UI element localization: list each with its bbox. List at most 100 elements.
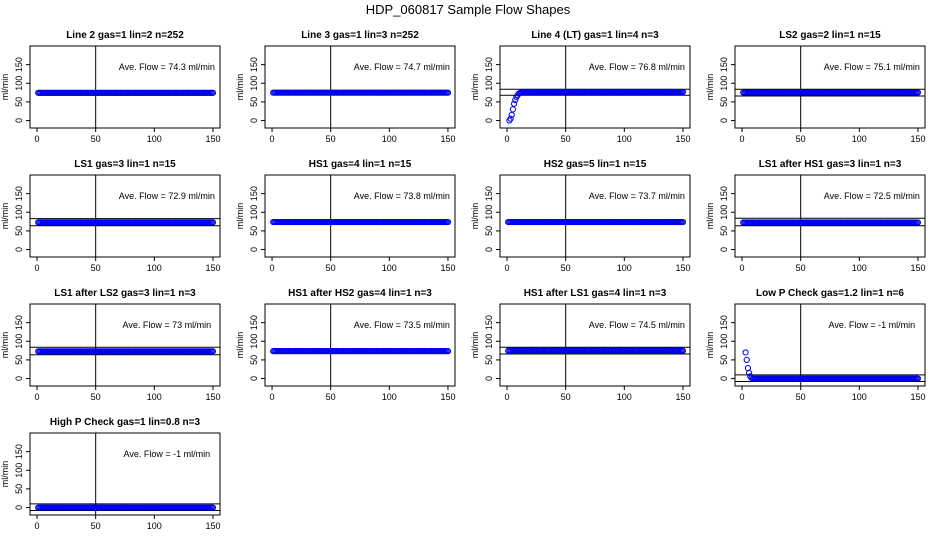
plot-frame: [264, 303, 456, 387]
y-tick-label: 150: [249, 186, 259, 201]
y-tick-label: 100: [249, 334, 259, 349]
panel-11: HS1 after LS1 gas=4 lin=1 n=3 ml/min 0 50 10…: [470, 288, 691, 402]
panel-title: LS1 after LS2 gas=3 lin=1 n=3: [54, 288, 196, 299]
series-points: [35, 219, 217, 226]
y-tick-label: 0: [719, 118, 729, 123]
x-tick-label: 150: [440, 263, 455, 273]
data-point: [507, 115, 514, 122]
x-tick-label: 150: [205, 521, 220, 531]
series-points: [35, 348, 217, 355]
y-tick-label: 50: [719, 226, 729, 236]
y-tick-label: 50: [14, 355, 24, 365]
average-flow-annotation: Ave. Flow = 74.5 ml/min: [589, 320, 685, 330]
x-tick-label: 0: [270, 392, 275, 402]
y-tick-label: 100: [719, 205, 729, 220]
data-point: [679, 88, 687, 96]
plot-frame: [499, 45, 691, 129]
figure-title: HDP_060817 Sample Flow Shapes: [366, 2, 571, 17]
x-tick-label: 0: [740, 392, 745, 402]
y-tick-label: 50: [719, 97, 729, 107]
y-tick-label: 100: [14, 463, 24, 478]
average-flow-annotation: Ave. Flow = 73.8 ml/min: [354, 191, 450, 201]
y-tick-label: 100: [249, 205, 259, 220]
y-axis-label: ml/min: [705, 203, 715, 230]
y-axis-label: ml/min: [0, 203, 10, 230]
y-tick-label: 150: [249, 315, 259, 330]
panel-title: LS1 after HS1 gas=3 lin=1 n=3: [759, 159, 902, 170]
plot-frame: [734, 303, 926, 387]
data-point: [508, 111, 515, 119]
x-tick-label: 0: [740, 263, 745, 273]
x-tick-label: 50: [796, 263, 806, 273]
data-point: [679, 347, 687, 354]
y-tick-label: 150: [14, 57, 24, 72]
data-point: [510, 100, 518, 107]
y-tick-label: 100: [484, 205, 494, 220]
y-tick-label: 50: [484, 226, 494, 236]
series-points: [740, 89, 922, 96]
y-tick-label: 150: [719, 57, 729, 72]
x-tick-label: 50: [796, 392, 806, 402]
average-flow-annotation: Ave. Flow = 73.7 ml/min: [589, 191, 685, 201]
panel-10: HS1 after HS2 gas=4 lin=1 n=3 ml/min 0 50 10…: [235, 288, 456, 402]
average-flow-annotation: Ave. Flow = 76.8 ml/min: [589, 62, 685, 72]
panel-5: LS1 gas=3 lin=1 n=15 ml/min 0 50 100 150 0 50 10…: [0, 159, 221, 273]
y-tick-label: 100: [249, 76, 259, 91]
x-tick-label: 100: [147, 134, 162, 144]
panel-title: HS1 after HS2 gas=4 lin=1 n=3: [288, 288, 432, 299]
plot-frame: [499, 303, 691, 387]
y-tick-label: 0: [719, 376, 729, 381]
average-flow-annotation: Ave. Flow = 74.3 ml/min: [119, 62, 215, 72]
x-tick-label: 100: [617, 392, 632, 402]
panel-7: HS2 gas=5 lin=1 n=15 ml/min 0 50 100 150 0 50 10…: [470, 159, 691, 273]
x-tick-label: 0: [35, 134, 40, 144]
series-points: [35, 89, 217, 96]
average-flow-annotation: Ave. Flow = -1 ml/min: [828, 320, 915, 330]
plot-frame: [29, 303, 221, 387]
data-point: [509, 106, 517, 113]
x-tick-label: 150: [205, 263, 220, 273]
data-point: [444, 89, 452, 96]
panel-title: HS1 gas=4 lin=1 n=15: [309, 159, 412, 170]
y-tick-label: 50: [719, 355, 729, 365]
y-tick-label: 0: [249, 376, 259, 381]
data-point: [444, 218, 452, 226]
y-tick-label: 50: [14, 226, 24, 236]
series-points: [740, 219, 922, 226]
panel-title: LS1 gas=3 lin=1 n=15: [74, 159, 176, 170]
x-tick-label: 150: [675, 263, 690, 273]
plot-frame: [29, 45, 221, 129]
x-tick-label: 0: [505, 134, 510, 144]
y-axis-label: ml/min: [705, 332, 715, 359]
x-tick-label: 0: [35, 263, 40, 273]
panel-1: Line 2 gas=1 lin=2 n=252 ml/min 0 50 100 150 0…: [0, 30, 221, 144]
plot-frame: [734, 45, 926, 129]
panel-6: HS1 gas=4 lin=1 n=15 ml/min 0 50 100 150 0 50 10…: [235, 159, 456, 273]
x-tick-label: 0: [270, 263, 275, 273]
y-tick-label: 50: [249, 97, 259, 107]
y-tick-label: 0: [484, 247, 494, 252]
x-tick-label: 50: [91, 521, 101, 531]
x-tick-label: 150: [440, 392, 455, 402]
average-flow-annotation: Ave. Flow = -1 ml/min: [123, 449, 210, 459]
plot-frame: [499, 174, 691, 258]
y-tick-label: 100: [719, 76, 729, 91]
x-tick-label: 100: [147, 263, 162, 273]
y-tick-label: 0: [719, 247, 729, 252]
series-points: [742, 349, 922, 382]
panel-title: Line 2 gas=1 lin=2 n=252: [66, 30, 184, 41]
x-tick-label: 50: [561, 134, 571, 144]
plot-frame: [29, 432, 221, 516]
x-tick-label: 0: [505, 392, 510, 402]
average-flow-annotation: Ave. Flow = 72.9 ml/min: [119, 191, 215, 201]
panel-13: High P Check gas=1 lin=0.8 n=3 ml/min 0 50 1…: [0, 417, 221, 531]
x-tick-label: 50: [326, 134, 336, 144]
y-tick-label: 150: [719, 186, 729, 201]
x-tick-label: 150: [675, 392, 690, 402]
y-axis-label: ml/min: [0, 74, 10, 101]
panel-12: Low P Check gas=1.2 lin=1 n=6 ml/min 0 50 10…: [705, 288, 926, 402]
y-tick-label: 100: [484, 334, 494, 349]
data-point: [444, 348, 452, 355]
y-axis-label: ml/min: [0, 332, 10, 359]
x-tick-label: 100: [147, 521, 162, 531]
